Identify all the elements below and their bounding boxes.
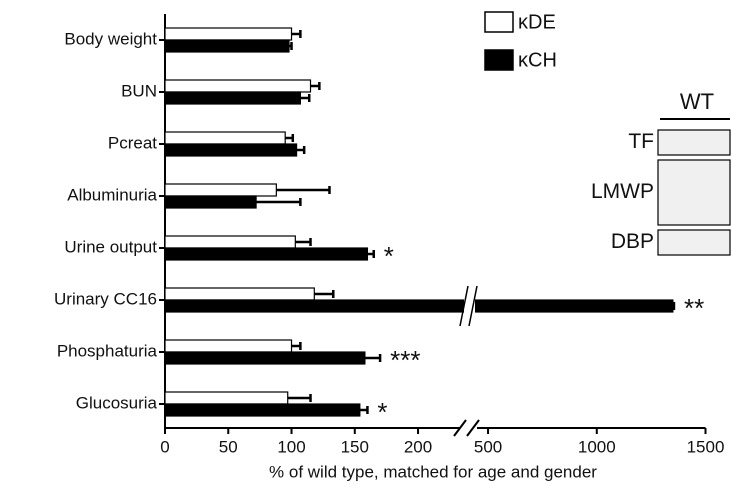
- bar: [164, 91, 301, 105]
- inset-title: WT: [680, 89, 714, 114]
- significance-label: **: [684, 293, 704, 323]
- error-bar: [672, 302, 676, 310]
- legend-label: κCH: [518, 49, 557, 71]
- blot-band: [657, 129, 731, 156]
- legend-swatch: [484, 11, 514, 33]
- y-tick-label: Albuminuria: [67, 185, 157, 204]
- error-bar: [359, 406, 369, 414]
- legend-swatch: [484, 49, 514, 71]
- bar: [164, 287, 315, 301]
- error-bar: [295, 238, 312, 246]
- bar: [164, 391, 289, 405]
- x-tick-label: 500: [474, 437, 502, 456]
- bar: [164, 131, 286, 145]
- error-bar: [285, 134, 295, 142]
- x-axis-title: % of wild type, matched for age and gend…: [269, 462, 597, 481]
- bar: [164, 351, 366, 365]
- x-tick-label: 200: [404, 437, 432, 456]
- y-tick-label: Glucosuria: [76, 393, 158, 412]
- error-bar: [256, 198, 302, 206]
- legend-label: κDE: [518, 11, 556, 33]
- error-bar: [367, 250, 376, 258]
- y-tick-label: Urinary CC16: [54, 289, 157, 308]
- blot-band: [657, 229, 731, 256]
- y-tick-label: Phosphaturia: [57, 341, 158, 360]
- blot-label: DBP: [611, 230, 654, 253]
- break-mark: [453, 419, 467, 437]
- error-bar: [300, 94, 311, 102]
- error-bar: [310, 82, 321, 90]
- error-bar: [288, 42, 293, 50]
- significance-label: ***: [390, 345, 420, 375]
- significance-label: *: [377, 397, 387, 427]
- x-tick-label: 100: [277, 437, 305, 456]
- error-bar: [364, 354, 382, 362]
- bar: [164, 247, 369, 261]
- break-mark: [468, 285, 478, 327]
- bar-break-gap: [464, 299, 475, 313]
- bar: [164, 195, 257, 209]
- bar: [164, 299, 674, 313]
- error-bar: [276, 186, 331, 194]
- error-bar: [314, 290, 335, 298]
- bar: [164, 79, 312, 93]
- bar: [164, 27, 293, 41]
- bar: [164, 403, 361, 417]
- x-tick-label: 1500: [687, 437, 725, 456]
- break-mark: [466, 419, 480, 437]
- x-tick-label: 1000: [578, 437, 616, 456]
- error-bar: [291, 342, 302, 350]
- bar: [164, 183, 277, 197]
- significance-label: *: [384, 241, 394, 271]
- blot-band: [657, 159, 731, 226]
- y-tick-label: Urine output: [64, 237, 157, 256]
- bar: [164, 143, 298, 157]
- bar: [164, 235, 296, 249]
- y-tick-label: BUN: [121, 81, 157, 100]
- x-tick-label: 50: [219, 437, 238, 456]
- y-tick-label: Pcreat: [108, 133, 157, 152]
- bar: [164, 339, 293, 353]
- x-tick-label: 0: [160, 437, 169, 456]
- blot-label: LMWP: [591, 180, 654, 203]
- bar: [164, 39, 290, 53]
- x-tick-label: 150: [341, 437, 369, 456]
- error-bar: [296, 146, 306, 154]
- error-bar: [287, 394, 312, 402]
- blot-label: TF: [628, 130, 654, 153]
- break-mark: [459, 285, 469, 327]
- y-tick-label: Body weight: [64, 29, 157, 48]
- axis-break-gap: [460, 422, 477, 434]
- error-bar: [291, 30, 302, 38]
